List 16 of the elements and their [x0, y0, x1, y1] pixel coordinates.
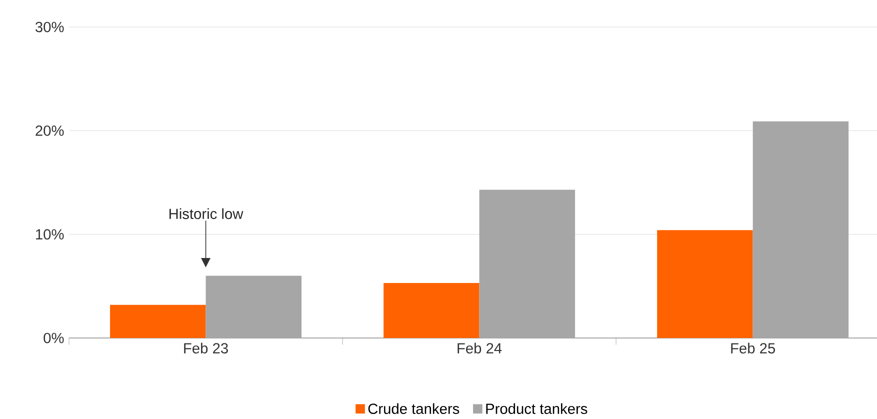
- legend-label: Product tankers: [486, 403, 588, 414]
- bar: [479, 190, 576, 338]
- x-tick-label: Feb 24: [458, 342, 502, 354]
- y-tick-label: 10%: [36, 229, 64, 240]
- legend-label: Crude tankers: [368, 403, 460, 414]
- bar: [110, 304, 206, 338]
- bar: [657, 230, 753, 338]
- y-tick-label: 0%: [44, 332, 64, 344]
- bar: [384, 283, 480, 338]
- bar: [752, 121, 849, 338]
- y-tick-label: 30%: [36, 22, 64, 32]
- annotation: Historic low: [169, 208, 244, 220]
- y-tick-label: 20%: [36, 125, 64, 136]
- x-tick-label: Feb 25: [731, 342, 776, 354]
- bar: [206, 276, 302, 338]
- x-tick-label: Feb 23: [184, 342, 228, 354]
